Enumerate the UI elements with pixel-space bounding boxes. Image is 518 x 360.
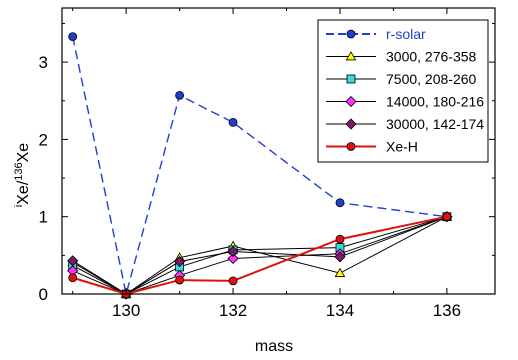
y-axis-title-main2: Xe [15,143,32,163]
y-axis-title-mid-sup: 136 [13,162,25,180]
data-point [228,276,238,286]
y-tick-label: 2 [39,130,48,149]
data-point [68,32,78,41]
legend-label: Xe-H [386,139,418,155]
x-tick-label: 136 [433,301,461,320]
legend-marker [345,51,357,61]
x-tick-label: 132 [219,301,247,320]
legend: r-solar 3000, 276-358 7500, 208-260 14000, … [317,19,489,163]
data-point [227,245,239,258]
legend-item: 3000, 276-358 [326,49,477,65]
data-point [334,267,346,277]
series-line [72,216,448,295]
legend-box [317,19,489,163]
series-3 [67,211,453,300]
y-axis-title-main1: Xe/ [15,180,32,205]
data-point [175,275,185,285]
legend-item: Xe-H [326,139,418,155]
data-point [227,252,239,265]
legend-marker [345,118,357,130]
data-point [228,118,238,127]
data-point [175,90,185,100]
plot-layer [67,32,453,300]
legend-item: r-solar [326,26,426,42]
series-line [72,36,447,295]
legend-marker [346,74,356,84]
legend-item: 30000, 142-174 [326,116,484,132]
legend-item: 14000, 180-216 [326,94,484,110]
legend-label: 30000, 142-174 [386,116,484,132]
data-point [68,273,78,283]
legend-marker [346,29,356,39]
data-point [335,198,345,208]
y-axis-title: iXe/136Xe [13,143,32,208]
axes-layer: 130 132 134 136 0 1 2 3 [39,7,496,320]
series-5 [68,212,452,299]
legend-item: 7500, 208-260 [326,71,477,87]
legend-label: 3000, 276-358 [386,49,477,65]
series-line [72,216,448,295]
y-tick-label: 0 [39,285,48,304]
data-point [335,234,345,244]
x-axis-title: mass [255,338,293,355]
x-tick-label: 130 [112,301,140,320]
plot-frame [61,7,496,295]
data-point [442,212,452,222]
legend-marker [346,142,356,151]
data-point [174,255,186,268]
series-line [72,216,448,295]
legend-label: 7500, 208-260 [386,71,477,87]
y-tick-label: 1 [39,208,48,227]
legend-label: 14000, 180-216 [386,94,484,110]
series-line [72,215,448,296]
data-point [334,251,346,263]
legend-marker [345,95,357,108]
legend-label: r-solar [386,26,426,42]
x-tick-label: 134 [326,301,354,320]
series-4 [67,211,453,300]
y-tick-label: 3 [39,53,48,72]
series-2 [68,212,452,299]
series-1 [67,211,453,298]
y-axis-title-pre-sup: i [13,205,25,207]
data-point [67,255,79,267]
